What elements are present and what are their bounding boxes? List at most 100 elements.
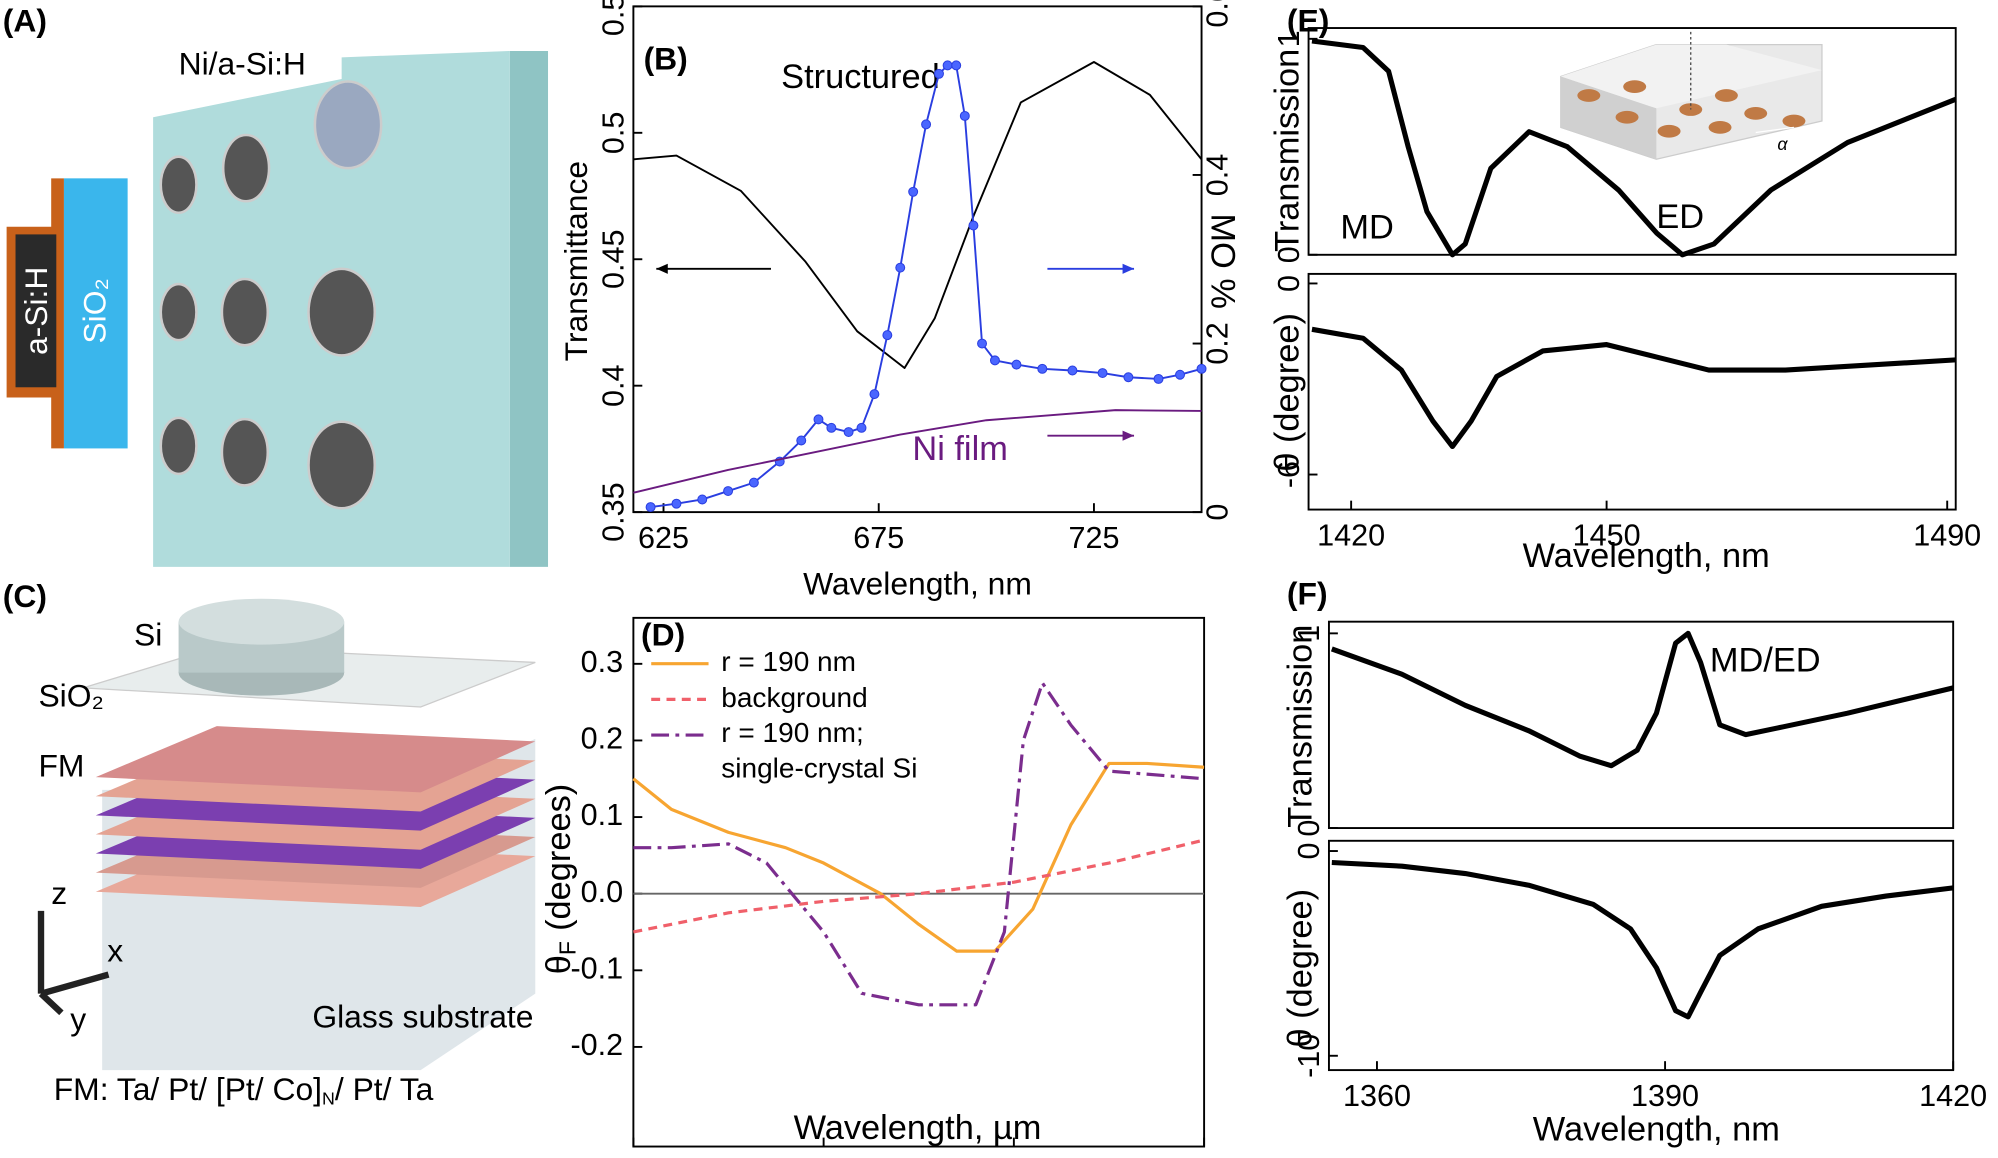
data-point: [1097, 368, 1108, 379]
plot-frame: [1327, 620, 1955, 830]
y2-tick-label: 0: [1200, 504, 1234, 521]
annotation: Structured: [781, 58, 940, 96]
data-line: [1331, 859, 1954, 1020]
plot-frame: [1327, 839, 1955, 1072]
data-point: [934, 68, 944, 79]
data-point: [697, 494, 708, 505]
data-point: [968, 220, 979, 231]
data-point: [989, 355, 1000, 366]
inset: α: [1560, 31, 1823, 160]
layer-label: Si: [134, 616, 162, 652]
y-tick-label: 0: [1292, 843, 1326, 860]
y-tick-label: -0.2: [571, 1028, 624, 1062]
plot-frame: [1307, 27, 1957, 256]
panel-label: (A): [3, 2, 47, 38]
data-point: [895, 262, 906, 273]
y-axis-label: Transmittance: [558, 161, 594, 361]
data-point: [959, 110, 970, 121]
panel-label: (C): [3, 578, 47, 614]
diagram-title: Ni/a-Si:H: [179, 46, 306, 82]
x-tick-label: 1450: [1573, 519, 1641, 553]
x-axis-label: Wavelength, nm: [1533, 1110, 1780, 1148]
y2-tick-label: 0.6: [1200, 0, 1234, 28]
layer-label: FM: [38, 748, 84, 784]
layer-label: SiO₂: [38, 678, 103, 714]
legend-label: background: [721, 682, 867, 713]
y2-tick-label: 0.2: [1200, 322, 1234, 364]
x-tick-label: 1390: [1631, 1079, 1699, 1113]
y-tick-label: 0.5: [597, 112, 631, 154]
y-axis-symbol: θ: [540, 955, 578, 974]
x-tick-label: 1360: [1343, 1079, 1411, 1113]
annotation: α: [1777, 134, 1788, 154]
annotation: MD/ED: [1710, 642, 1821, 680]
y-axis-label: Transmission: [1281, 625, 1319, 828]
x-axis-label: Wavelength, nm: [803, 565, 1032, 601]
annotation: ED: [1656, 198, 1704, 236]
data-point: [977, 338, 988, 349]
data-point: [826, 422, 837, 433]
y-tick-label: 0.2: [581, 722, 624, 756]
y-tick-label: 0.4: [597, 364, 631, 407]
caption: FM: Ta/ Pt/ [Pt/ Co]N/ Pt/ Ta: [54, 1071, 434, 1108]
x-tick-label: 0.8: [802, 1156, 845, 1158]
si-disk: [178, 598, 345, 645]
axes-icon: [37, 910, 110, 1016]
x-tick-label: 1.0: [1183, 1156, 1226, 1158]
sio2-layer: [63, 178, 128, 449]
data-point: [645, 502, 656, 513]
x-tick-label: 725: [1068, 521, 1119, 555]
x-tick-label: 625: [638, 521, 689, 555]
x-tick-label: 1490: [1913, 519, 1981, 553]
data-line: [633, 838, 1205, 934]
data-point: [723, 486, 734, 497]
data-line: [1311, 38, 1957, 258]
data-point: [671, 498, 682, 509]
x-tick-label: 1420: [1919, 1079, 1987, 1113]
data-point: [921, 119, 932, 130]
legend-label: r = 190 nm: [721, 646, 856, 677]
data-point: [869, 389, 880, 400]
legend-label: r = 190 nm; single-crystal Si: [721, 717, 917, 784]
y-tick-label: 0.35: [597, 482, 631, 541]
y-tick-label: 0.45: [597, 230, 631, 289]
y-tick-label: 0: [1272, 246, 1306, 263]
y-axis-label: Transmission: [1269, 49, 1307, 252]
data-line: [632, 761, 1205, 953]
panel-label: (B): [644, 41, 688, 77]
y-tick-label: 0.1: [581, 798, 624, 832]
data-point: [1123, 372, 1134, 383]
data-point: [748, 477, 759, 488]
axis-label: z: [51, 875, 67, 911]
data-point: [1037, 363, 1048, 374]
y2-tick-label: 0.4: [1200, 154, 1234, 197]
y-tick-label: 0: [1272, 275, 1306, 292]
annotation: MD: [1340, 208, 1393, 246]
data-line: [1330, 630, 1954, 769]
fm-stack: [95, 726, 536, 908]
annotation: Ni film: [912, 430, 1007, 468]
data-line: [633, 681, 1205, 1007]
panel-label: (F): [1287, 576, 1328, 612]
data-point: [1196, 363, 1207, 374]
data-line: [633, 409, 1202, 494]
y-tick-label: 0: [1292, 820, 1326, 837]
x-tick-label: 0.7: [612, 1156, 655, 1158]
caption-text: / Pt/ Ta: [335, 1071, 434, 1107]
data-point: [1011, 359, 1022, 370]
y-tick-label: 1: [1292, 625, 1326, 642]
data-point: [813, 414, 824, 425]
axis-label: x: [107, 932, 123, 968]
caption-text: FM: Ta/ Pt/ [Pt/ Co]: [54, 1071, 322, 1107]
holes: [159, 80, 383, 510]
a-si-layer: [15, 234, 57, 388]
y-tick-label: -10: [1292, 1034, 1326, 1078]
arrows: [656, 263, 1135, 441]
plot-frame: [632, 616, 1206, 1148]
x-tick-label: 0.9: [993, 1156, 1036, 1158]
y-axis-subscript: F: [555, 941, 581, 955]
x-axis-label: Wavelength, µm: [794, 1109, 1042, 1147]
y-axis-label: θ (degree): [1269, 313, 1307, 472]
